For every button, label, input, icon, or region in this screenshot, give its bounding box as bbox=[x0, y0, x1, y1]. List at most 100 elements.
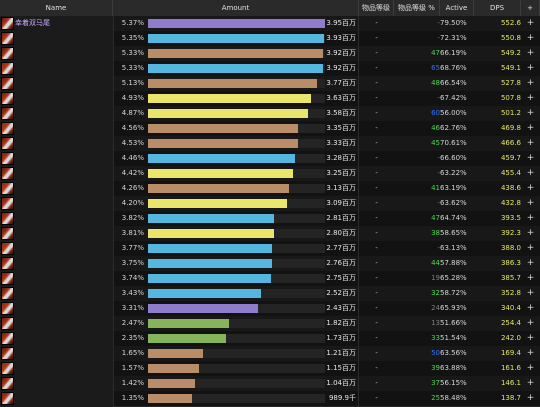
spell-icon bbox=[1, 302, 14, 315]
expand-row-button[interactable]: + bbox=[526, 288, 535, 298]
table-row[interactable]: 3.82% 2.81百万 - 47 64.74% 393.5 + bbox=[0, 211, 540, 227]
name-cell[interactable] bbox=[0, 376, 113, 392]
name-cell[interactable] bbox=[0, 166, 113, 182]
expand-row-button[interactable]: + bbox=[526, 393, 535, 403]
table-row[interactable]: 5.35% 3.93百万 - -72.31% 550.8 + bbox=[0, 31, 540, 47]
expand-row-button[interactable]: + bbox=[526, 273, 535, 283]
table-row[interactable]: 4.42% 3.25百万 - -63.22% 455.4 + bbox=[0, 166, 540, 182]
table-row[interactable]: 3.75% 2.76百万 - 44 57.88% 386.3 + bbox=[0, 256, 540, 272]
name-cell[interactable] bbox=[0, 256, 113, 272]
expand-row-button[interactable]: + bbox=[526, 183, 535, 193]
expand-row-button[interactable]: + bbox=[526, 108, 535, 118]
damage-percent: 4.87% bbox=[121, 109, 144, 117]
table-row[interactable]: 4.20% 3.09百万 - -63.62% 432.8 + bbox=[0, 196, 540, 212]
name-cell[interactable] bbox=[0, 121, 113, 137]
table-row[interactable]: 1.57% 1.15百万 - 39 63.88% 161.6 + bbox=[0, 361, 540, 377]
expand-row-button[interactable]: + bbox=[526, 243, 535, 253]
expand-row-button[interactable]: + bbox=[526, 48, 535, 58]
item-level-percent: - bbox=[437, 169, 440, 177]
name-cell[interactable] bbox=[0, 301, 113, 317]
name-cell[interactable] bbox=[0, 286, 113, 302]
item-level: - bbox=[375, 154, 378, 162]
name-cell[interactable] bbox=[0, 46, 113, 62]
table-row[interactable]: 1.35% 989.9千 - 25 58.48% 138.7 + bbox=[0, 391, 540, 407]
amount-cell: 4.56% 3.35百万 bbox=[113, 121, 359, 137]
table-row[interactable]: 4.46% 3.28百万 - -66.60% 459.7 + bbox=[0, 151, 540, 167]
name-cell[interactable] bbox=[0, 181, 113, 197]
table-row[interactable]: 3.43% 2.52百万 - 32 58.72% 352.8 + bbox=[0, 286, 540, 302]
table-row[interactable]: 3.81% 2.80百万 - 38 58.65% 392.3 + bbox=[0, 226, 540, 242]
player-name bbox=[15, 106, 113, 121]
name-cell[interactable] bbox=[0, 61, 113, 77]
expand-row-button[interactable]: + bbox=[526, 168, 535, 178]
table-row[interactable]: 2.47% 1.82百万 - 13 51.66% 254.4 + bbox=[0, 316, 540, 332]
name-cell[interactable] bbox=[0, 91, 113, 107]
table-row[interactable]: 4.93% 3.63百万 - -67.42% 507.8 + bbox=[0, 91, 540, 107]
name-cell[interactable] bbox=[0, 31, 113, 47]
spell-icon bbox=[1, 152, 14, 165]
expand-row-button[interactable]: + bbox=[526, 33, 535, 43]
table-row[interactable]: 2.35% 1.73百万 - 33 51.54% 242.0 + bbox=[0, 331, 540, 347]
table-row[interactable]: 4.26% 3.13百万 - 41 63.19% 438.6 + bbox=[0, 181, 540, 197]
name-cell[interactable] bbox=[0, 361, 113, 377]
table-row[interactable]: 4.53% 3.33百万 - 45 70.61% 466.6 + bbox=[0, 136, 540, 152]
table-row[interactable]: 4.56% 3.35百万 - 46 62.76% 469.8 + bbox=[0, 121, 540, 137]
expand-row-button[interactable]: + bbox=[526, 93, 535, 103]
table-row[interactable]: 3.77% 2.77百万 - -63.13% 388.0 + bbox=[0, 241, 540, 257]
expand-row-button[interactable]: + bbox=[526, 378, 535, 388]
expand-row-button[interactable]: + bbox=[526, 123, 535, 133]
name-cell[interactable] bbox=[0, 241, 113, 257]
expand-row-button[interactable]: + bbox=[526, 228, 535, 238]
item-level-percent: 46 bbox=[431, 124, 440, 132]
damage-amount: 2.81百万 bbox=[326, 214, 356, 222]
table-row[interactable]: 5.33% 3.92百万 - 47 66.19% 549.2 + bbox=[0, 46, 540, 62]
spell-icon bbox=[1, 197, 14, 210]
expand-row-button[interactable]: + bbox=[526, 198, 535, 208]
header-item-level[interactable]: 物品等级 bbox=[359, 0, 394, 16]
table-row[interactable]: 1.42% 1.04百万 - 37 56.15% 146.1 + bbox=[0, 376, 540, 392]
name-cell[interactable] bbox=[0, 331, 113, 347]
table-row[interactable]: 4.87% 3.58百万 - 60 56.00% 501.2 + bbox=[0, 106, 540, 122]
expand-row-button[interactable]: + bbox=[526, 333, 535, 343]
name-cell[interactable] bbox=[0, 106, 113, 122]
header-name[interactable]: Name bbox=[0, 0, 113, 16]
active-percent: 58.48% bbox=[440, 394, 467, 402]
name-cell[interactable] bbox=[0, 316, 113, 332]
table-row[interactable]: 幸着双马尾 5.37% 3.95百万 - -79.50% 552.6 + bbox=[0, 16, 540, 32]
table-row[interactable]: 5.13% 3.77百万 - 48 66.54% 527.8 + bbox=[0, 76, 540, 92]
expand-row-button[interactable]: + bbox=[526, 348, 535, 358]
expand-row-button[interactable]: + bbox=[526, 78, 535, 88]
name-cell[interactable] bbox=[0, 196, 113, 212]
name-cell[interactable] bbox=[0, 76, 113, 92]
expand-row-button[interactable]: + bbox=[526, 303, 535, 313]
table-row[interactable]: 3.74% 2.75百万 - 19 65.28% 385.7 + bbox=[0, 271, 540, 287]
header-dps[interactable]: DPS bbox=[474, 0, 521, 16]
name-cell[interactable] bbox=[0, 226, 113, 242]
item-level-percent: - bbox=[437, 94, 440, 102]
name-cell[interactable] bbox=[0, 211, 113, 227]
name-cell[interactable] bbox=[0, 346, 113, 362]
damage-amount: 3.35百万 bbox=[326, 124, 356, 132]
table-row[interactable]: 1.65% 1.21百万 - 50 63.56% 169.4 + bbox=[0, 346, 540, 362]
header-amount[interactable]: Amount bbox=[113, 0, 359, 16]
expand-row-button[interactable]: + bbox=[526, 153, 535, 163]
name-cell[interactable] bbox=[0, 136, 113, 152]
expand-row-button[interactable]: + bbox=[526, 363, 535, 373]
damage-percent: 3.31% bbox=[121, 304, 144, 312]
name-cell[interactable] bbox=[0, 271, 113, 287]
expand-row-button[interactable]: + bbox=[526, 63, 535, 73]
name-cell[interactable] bbox=[0, 16, 113, 32]
header-active[interactable]: Active bbox=[440, 0, 474, 16]
name-cell[interactable] bbox=[0, 151, 113, 167]
expand-row-button[interactable]: + bbox=[526, 318, 535, 328]
header-item-level-percent[interactable]: 物品等级 % bbox=[394, 0, 440, 16]
table-row[interactable]: 3.31% 2.43百万 - 24 65.93% 340.4 + bbox=[0, 301, 540, 317]
expand-row-button[interactable]: + bbox=[526, 258, 535, 268]
expand-row-button[interactable]: + bbox=[526, 138, 535, 148]
expand-row-button[interactable]: + bbox=[526, 18, 535, 28]
header-add-column[interactable]: + bbox=[521, 0, 540, 16]
item-level: - bbox=[375, 259, 378, 267]
table-row[interactable]: 5.33% 3.92百万 - 65 68.76% 549.1 + bbox=[0, 61, 540, 77]
expand-row-button[interactable]: + bbox=[526, 213, 535, 223]
spell-icon bbox=[1, 137, 14, 150]
